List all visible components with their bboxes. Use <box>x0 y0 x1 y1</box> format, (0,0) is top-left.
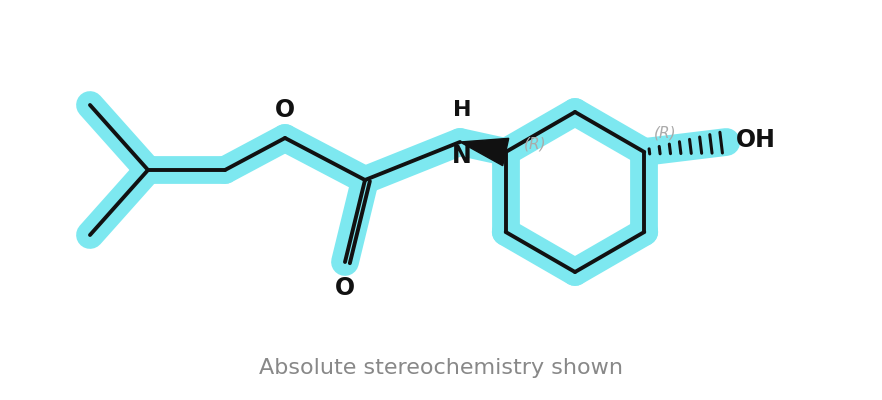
Text: N: N <box>452 144 472 168</box>
Text: H: H <box>452 100 471 120</box>
Text: Absolute stereochemistry shown: Absolute stereochemistry shown <box>259 358 623 378</box>
Text: O: O <box>335 276 355 300</box>
Polygon shape <box>460 138 509 166</box>
Text: O: O <box>275 98 295 122</box>
Text: (R): (R) <box>524 136 546 152</box>
Text: OH: OH <box>736 128 776 152</box>
Text: (R): (R) <box>654 125 676 140</box>
